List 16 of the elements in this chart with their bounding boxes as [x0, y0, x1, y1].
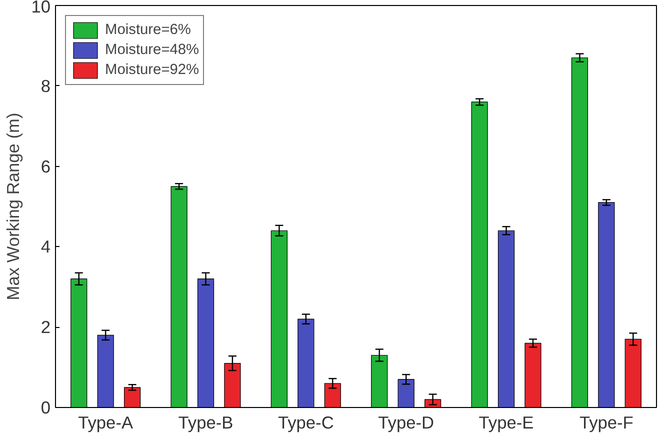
x-tick-label: Type-F [579, 412, 634, 432]
legend-label: Moisture=6% [105, 22, 191, 38]
x-tick-label: Type-E [478, 412, 534, 432]
y-tick-label: 0 [40, 398, 51, 418]
x-tick-label: Type-A [78, 412, 134, 432]
x-tick-label: Type-C [278, 412, 334, 432]
y-tick-label: 10 [31, 0, 51, 16]
x-tick-label: Type-D [378, 412, 434, 432]
y-tick-label: 4 [40, 236, 51, 257]
y-tick-label: 8 [40, 76, 51, 96]
x-tick-label: Type-B [178, 412, 234, 432]
legend-label: Moisture=92% [105, 62, 200, 78]
legend-label: Moisture=48% [105, 42, 200, 58]
y-axis-title: Max Working Range (m) [3, 112, 24, 300]
y-tick-label: 6 [40, 156, 51, 176]
y-tick-label: 2 [40, 317, 51, 338]
